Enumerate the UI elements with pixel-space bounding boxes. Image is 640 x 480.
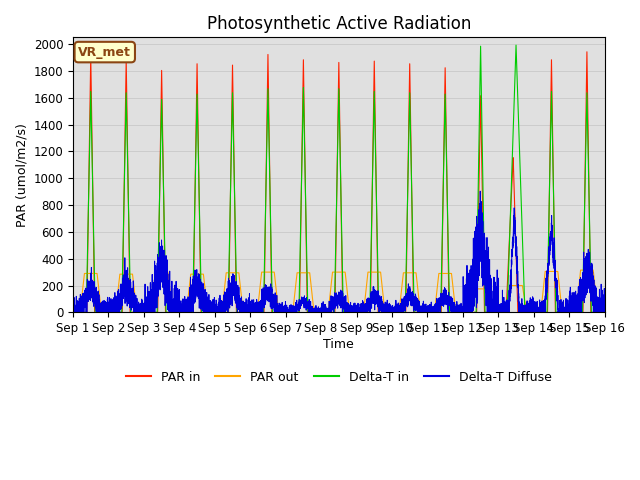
Delta-T Diffuse — [177, 303, 185, 309]
Delta-T in — [412, 310, 420, 315]
Delta-T Diffuse — [599, 307, 607, 313]
PAR out — [268, 269, 276, 275]
PAR in — [69, 310, 77, 315]
PAR in — [583, 49, 591, 55]
Delta-T Diffuse — [268, 287, 276, 293]
Delta-T in — [268, 292, 276, 298]
Text: VR_met: VR_met — [78, 46, 131, 59]
Line: PAR in: PAR in — [73, 52, 605, 312]
PAR in — [183, 310, 191, 315]
X-axis label: Time: Time — [323, 338, 354, 351]
Delta-T in — [488, 310, 495, 315]
Delta-T Diffuse — [488, 276, 495, 282]
PAR in — [268, 310, 276, 315]
PAR out — [183, 307, 191, 312]
Delta-T in — [512, 42, 520, 48]
PAR in — [412, 310, 420, 315]
PAR in — [488, 310, 495, 315]
Delta-T in — [601, 310, 609, 315]
PAR out — [69, 310, 77, 315]
PAR in — [601, 310, 609, 315]
Delta-T Diffuse — [412, 300, 420, 306]
PAR out — [177, 310, 185, 315]
Delta-T in — [599, 310, 607, 315]
Delta-T Diffuse — [69, 310, 77, 315]
Line: PAR out: PAR out — [73, 270, 605, 312]
PAR in — [177, 310, 185, 315]
PAR out — [577, 267, 584, 273]
Y-axis label: PAR (umol/m2/s): PAR (umol/m2/s) — [15, 123, 28, 227]
Delta-T Diffuse — [183, 310, 191, 315]
Delta-T in — [183, 310, 191, 315]
Delta-T in — [69, 310, 77, 315]
Line: Delta-T in: Delta-T in — [73, 45, 605, 312]
PAR out — [412, 270, 420, 276]
Legend: PAR in, PAR out, Delta-T in, Delta-T Diffuse: PAR in, PAR out, Delta-T in, Delta-T Dif… — [121, 366, 557, 389]
PAR out — [488, 310, 495, 315]
PAR in — [599, 310, 607, 315]
Line: Delta-T Diffuse: Delta-T Diffuse — [73, 191, 605, 312]
PAR out — [601, 310, 609, 315]
Title: Photosynthetic Active Radiation: Photosynthetic Active Radiation — [207, 15, 471, 33]
Delta-T Diffuse — [601, 310, 609, 315]
PAR out — [599, 310, 607, 315]
Delta-T in — [177, 310, 185, 315]
Delta-T Diffuse — [476, 188, 484, 194]
